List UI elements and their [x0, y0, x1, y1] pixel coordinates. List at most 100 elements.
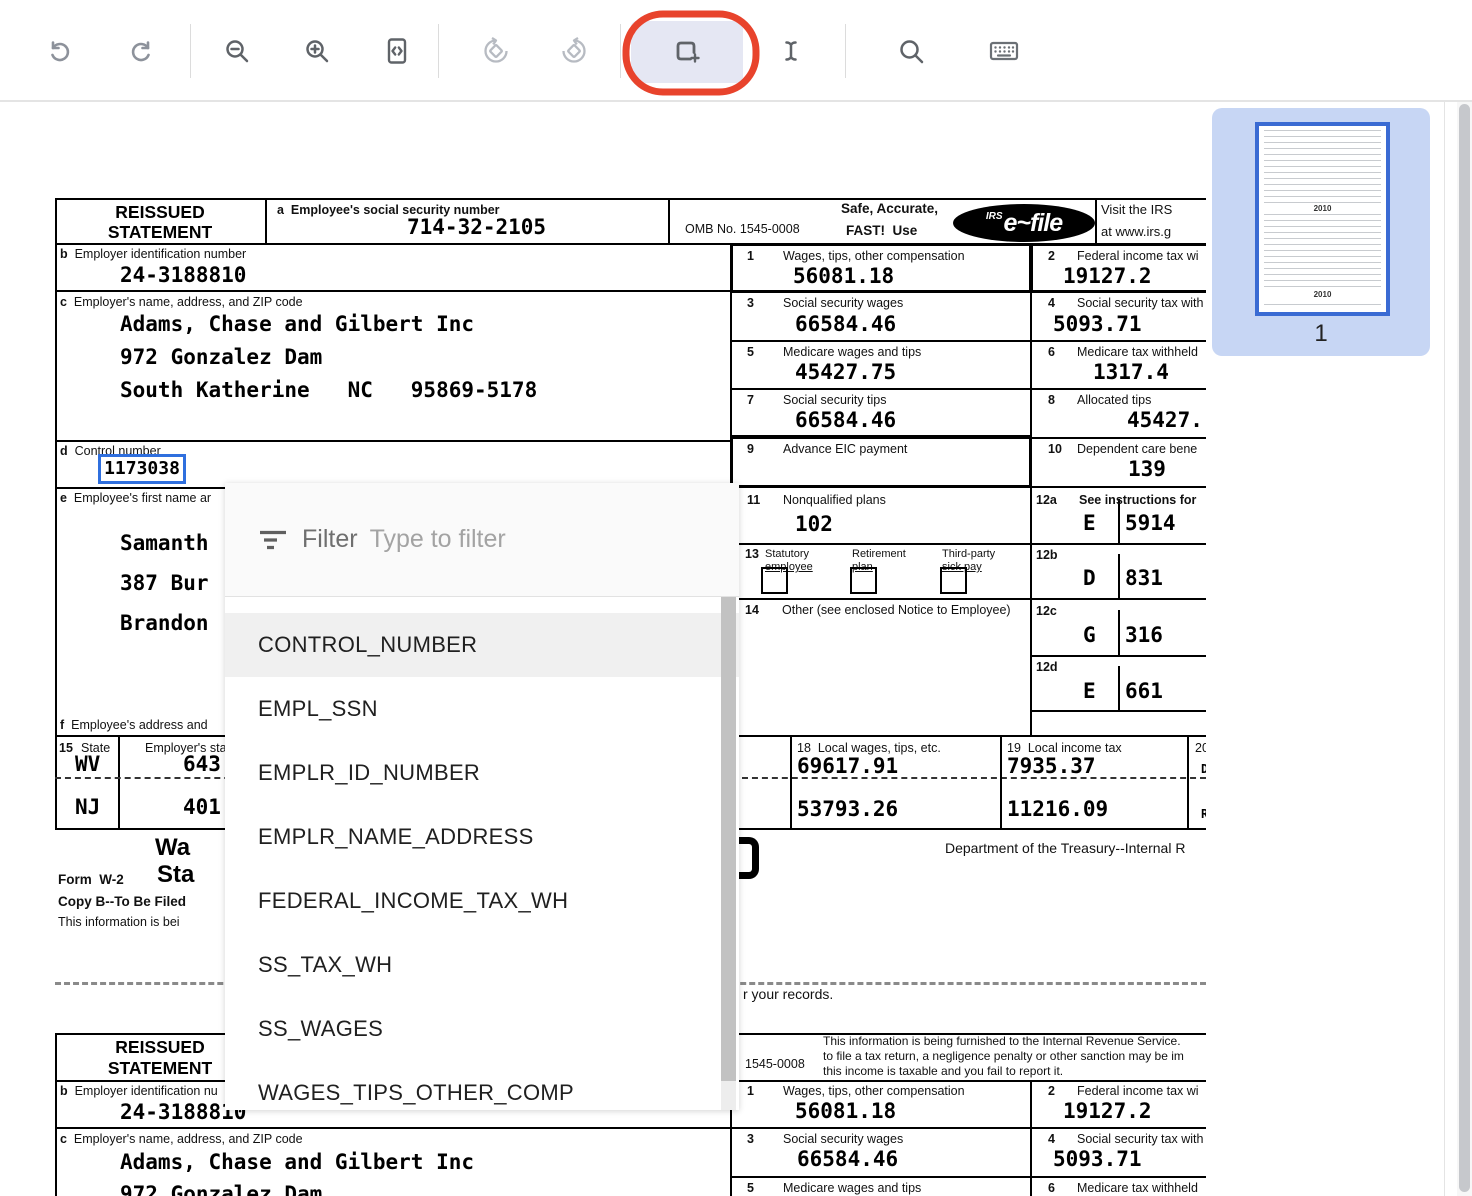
keyboard-button[interactable] [978, 22, 1030, 80]
copy2-box2-value: 19127.2 [1063, 1099, 1152, 1123]
state-row1-state: WV [75, 752, 101, 776]
box12b-code: D [1083, 566, 1096, 590]
toolbar [0, 0, 1472, 102]
box18-label: 18 Local wages, tips, etc. [797, 741, 941, 755]
fit-width-button[interactable] [371, 22, 423, 80]
copy2-box2-label: Federal income tax wi [1077, 1084, 1199, 1098]
redo-icon [126, 36, 156, 66]
line [1095, 198, 1097, 243]
filter-icon [258, 529, 288, 551]
line [55, 1127, 1206, 1129]
statutory-employee-checkbox[interactable] [761, 567, 788, 594]
undo-button[interactable] [34, 22, 86, 80]
zoom-out-button[interactable] [211, 22, 263, 80]
box12a-note: See instructions for [1079, 493, 1197, 507]
box2-label: Federal income tax wi [1077, 249, 1199, 263]
efile-text: e~file [1003, 208, 1064, 237]
retirement-plan-checkbox[interactable] [850, 567, 877, 594]
box4-value: 5093.71 [1053, 312, 1142, 336]
box10-value: 139 [1128, 457, 1166, 481]
box12b-value: 831 [1125, 566, 1163, 590]
state-id-col-label: Employer's sta [145, 741, 227, 755]
copy2-box5-num: 5 [747, 1181, 754, 1195]
box13-label-thirdparty: Third-party [942, 548, 996, 560]
copy2-box5-label: Medicare wages and tips [783, 1181, 922, 1195]
box7-num: 7 [747, 393, 754, 407]
employer-city: South Katherine NC 95869-5178 [120, 378, 538, 402]
redo-button[interactable] [115, 22, 167, 80]
box12d-code: E [1083, 679, 1096, 703]
visit-irs-text: Visit the IRS [1101, 202, 1173, 217]
control-number-annotation[interactable]: 1173038 [98, 454, 186, 484]
line [55, 1033, 57, 1196]
box12b-id: 12b [1036, 548, 1058, 562]
state-row2-state: NJ [75, 795, 101, 819]
search-icon [896, 36, 926, 66]
box12d-id: 12d [1036, 660, 1058, 674]
third-party-sick-pay-checkbox[interactable] [940, 567, 967, 594]
box15-num: 15 [59, 741, 73, 755]
page-scrollbar-thumb[interactable] [1459, 104, 1470, 1192]
field-option-federal-income-tax-wh[interactable]: FEDERAL_INCOME_TAX_WH [258, 888, 569, 913]
page-1-thumbnail[interactable]: 2010 2010 [1255, 122, 1390, 316]
box1-value: 56081.18 [793, 264, 895, 288]
box1-num: 1 [747, 249, 754, 263]
copy2-box-c-label: c Employer's name, address, and ZIP code [60, 1132, 303, 1146]
copy2-box6-label: Medicare tax withheld [1077, 1181, 1198, 1195]
text-select-button[interactable] [765, 22, 817, 80]
box10-label: Dependent care bene [1077, 442, 1198, 456]
box14-num: 14 [745, 603, 759, 617]
line [730, 598, 1206, 600]
line [1118, 554, 1120, 598]
box13-label-retirement: Retirement [852, 548, 906, 560]
rotate-right-button[interactable] [548, 22, 600, 80]
box12d-value: 661 [1125, 679, 1163, 703]
field-option-empl-ssn[interactable]: EMPL_SSN [258, 696, 378, 721]
highlight-bracket [735, 837, 759, 879]
visit-url-text: at www.irs.g [1101, 224, 1172, 239]
field-option-control-number[interactable]: CONTROL_NUMBER [225, 613, 739, 677]
rotate-left-button[interactable] [470, 22, 522, 80]
line [118, 735, 120, 828]
box5-label: Medicare wages and tips [783, 345, 922, 359]
panel-divider [1444, 102, 1445, 1196]
box19-label: 19 Local income tax [1007, 741, 1122, 755]
reissued-line2: STATEMENT [107, 222, 213, 242]
box-a-label: a Employee's social security number [277, 203, 500, 217]
box9-highlight[interactable] [730, 435, 1032, 488]
box14-label: Other (see enclosed Notice to Employee) [782, 603, 1011, 617]
search-button[interactable] [885, 22, 937, 80]
line [668, 198, 670, 243]
copy2-box4-num: 4 [1048, 1132, 1055, 1146]
page-scrollbar[interactable] [1457, 102, 1472, 1196]
box4-label: Social security tax with [1077, 296, 1204, 310]
field-option-emplr-id-number[interactable]: EMPLR_ID_NUMBER [258, 760, 481, 785]
box3-num: 3 [747, 296, 754, 310]
line [790, 735, 792, 828]
box8-label: Allocated tips [1077, 393, 1152, 407]
box7-value: 66584.46 [795, 408, 897, 432]
box11-num: 11 [747, 493, 761, 507]
zoom-in-button[interactable] [291, 22, 343, 80]
ssn-value: 714-32-2105 [407, 215, 547, 239]
field-option-wages-tips-other-comp[interactable]: WAGES_TIPS_OTHER_COMP [258, 1080, 574, 1105]
add-region-button[interactable] [631, 21, 743, 83]
dropdown-scrollbar-thumb[interactable] [721, 597, 736, 1081]
filter-input[interactable]: Filter Type to filter [225, 483, 739, 597]
box2-highlight[interactable] [1030, 243, 1206, 293]
box3-label: Social security wages [783, 296, 904, 310]
field-option-ss-wages[interactable]: SS_WAGES [258, 1016, 384, 1041]
field-option-ss-tax-wh[interactable]: SS_TAX_WH [258, 952, 393, 977]
zoom-out-icon [222, 36, 252, 66]
line [1030, 1080, 1032, 1196]
rotate-right-icon [559, 36, 589, 66]
box12c-value: 316 [1125, 623, 1163, 647]
box18-row2-value: 53793.26 [797, 797, 899, 821]
field-option-emplr-name-address[interactable]: EMPLR_NAME_ADDRESS [258, 824, 534, 849]
thumbnail-panel-selected[interactable]: 2010 2010 1 [1212, 108, 1430, 356]
copy-b-label: Copy B--To Be Filed [58, 894, 186, 909]
box8-num: 8 [1048, 393, 1055, 407]
copy2-box4-label: Social security tax with [1077, 1132, 1204, 1146]
box18-row1-value: 69617.91 [797, 754, 899, 778]
